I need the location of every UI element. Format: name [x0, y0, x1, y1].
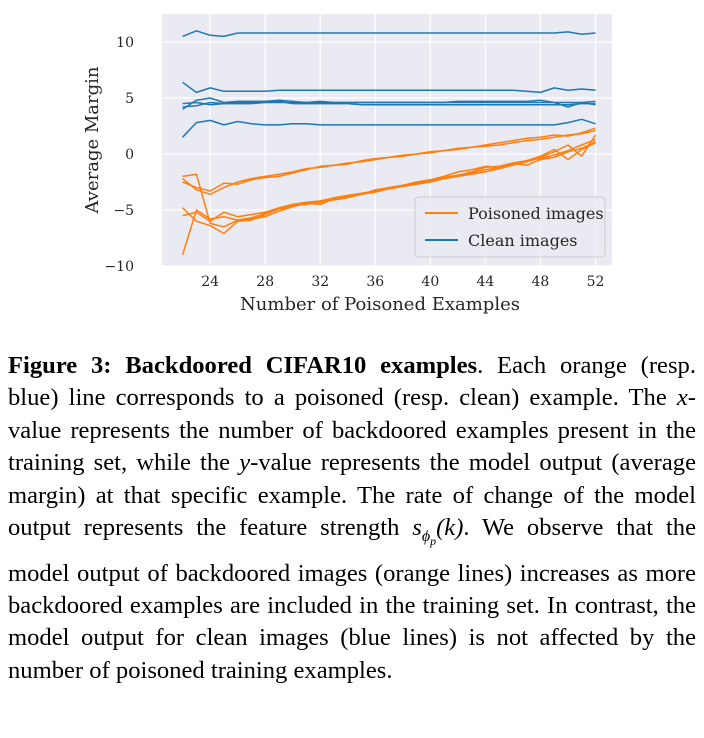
y-tick-label: 0: [125, 147, 134, 163]
feature-strength-formula: sϕp(k): [412, 514, 464, 549]
clean-series-line-4: [182, 97, 596, 110]
clean-series-line-6: [182, 118, 596, 138]
x-tick-label: 24: [201, 274, 219, 290]
poisoned-series-line-6: [182, 142, 596, 235]
caption-text-3: -value represents the model output (aver…: [8, 449, 696, 542]
legend: Poisoned images Clean images: [414, 196, 606, 258]
clean-series-line-2: [182, 81, 596, 94]
caption-y-variable: y: [239, 449, 251, 477]
figure-caption: Figure 3: Backdoored CIFAR10 examples. E…: [8, 350, 696, 687]
clean-series-line-1: [182, 30, 596, 38]
x-tick-label: 44: [476, 274, 494, 290]
y-axis-title: Average Margin: [82, 66, 103, 214]
x-tick-label: 28: [256, 274, 274, 290]
poisoned-series-line-2: [182, 127, 596, 192]
grid: [162, 14, 612, 267]
caption-title: Backdoored CIFAR10 examples: [125, 352, 478, 379]
legend-box: [414, 196, 606, 258]
legend-label-clean: Clean images: [468, 231, 578, 250]
legend-label-poisoned: Poisoned images: [468, 204, 604, 223]
figure-3-chart: 24 28 32 36 40 44 48 52 10 5 0 −5 −10 Number of Pois…: [0, 0, 704, 330]
clean-series-line-5: [182, 99, 596, 108]
caption-text-1: . Each orange (resp. blue) line correspo…: [8, 352, 696, 412]
x-axis-title: Number of Poisoned Examples: [240, 294, 520, 315]
y-tick-label: 10: [116, 35, 134, 51]
tick-labels: 24 28 32 36 40 44 48 52 10 5 0 −5 −10: [104, 35, 604, 290]
y-tick-label: −10: [104, 259, 134, 275]
x-tick-label: 52: [587, 274, 605, 290]
caption-text-2: -value represents the number of backdoor…: [8, 384, 696, 477]
y-tick-label: −5: [113, 203, 134, 219]
caption-text-4: . We observe that the model output of ba…: [8, 514, 696, 684]
x-tick-label: 36: [366, 274, 384, 290]
poisoned-series-line-4: [181, 134, 597, 256]
line-chart: 24 28 32 36 40 44 48 52 10 5 0 −5 −10 Number of Pois…: [82, 14, 612, 315]
x-tick-label: 40: [421, 274, 439, 290]
caption-label: Figure 3:: [8, 352, 112, 379]
x-tick-label: 32: [311, 274, 329, 290]
y-tick-label: 5: [125, 91, 134, 107]
x-tick-label: 48: [532, 274, 550, 290]
series-lines: [181, 30, 597, 256]
caption-x-variable: x: [676, 384, 688, 412]
